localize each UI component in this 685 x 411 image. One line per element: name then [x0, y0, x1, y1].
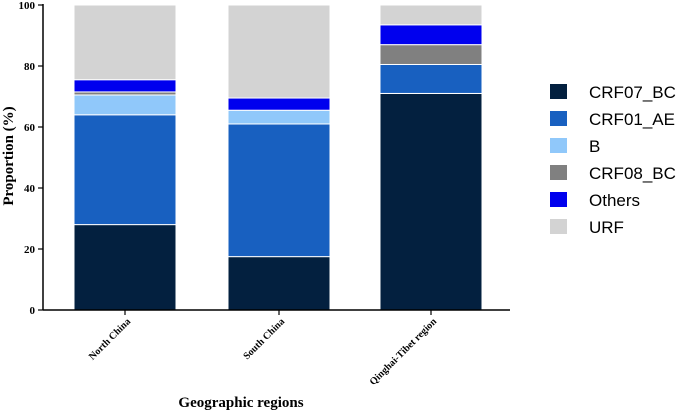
legend-label: B: [589, 137, 600, 156]
bar-segment-urf-1: [227, 4, 331, 99]
bar-segment-crf01-ae-2: [379, 63, 483, 94]
bar-segment-crf07-bc-1: [227, 256, 331, 311]
bars-group: [73, 4, 483, 311]
legend-label: CRF08_BC: [589, 164, 676, 183]
bar-segment-crf08-bc-2: [379, 44, 483, 65]
x-axis-title: Geographic regions: [178, 395, 303, 411]
bar-segment-crf01-ae-0: [73, 114, 177, 226]
legend-swatch-crf01-ae: [550, 111, 567, 126]
y-tick-label: 60: [24, 122, 36, 134]
legend-label: URF: [589, 218, 624, 237]
bar-segment-crf01-ae-1: [227, 123, 331, 258]
legend-swatch-others: [550, 192, 567, 207]
legend: CRF07_BC CRF01_AE B CRF08_BC Others URF: [550, 83, 676, 237]
bar-segment-others-1: [227, 97, 331, 111]
bar-segment-urf-2: [379, 4, 483, 26]
axes-group: [42, 4, 510, 311]
y-axis-title: Proportion (%): [1, 106, 17, 205]
legend-label: Others: [589, 191, 640, 210]
legend-swatch-b: [550, 138, 567, 153]
legend-swatch-urf: [550, 219, 567, 234]
bar-segment-crf07-bc-0: [73, 224, 177, 311]
bar-segment-b-0: [73, 94, 177, 116]
bar-segment-b-1: [227, 109, 331, 125]
category-labels-group: North China South China Qinghai-Tibet regi…: [87, 310, 439, 388]
bar-segment-urf-0: [73, 4, 177, 81]
x-category-label: Qinghai-Tibet region: [368, 316, 440, 388]
legend-label: CRF01_AE: [589, 110, 675, 129]
y-tick-label: 20: [24, 244, 36, 256]
y-tick-label: 40: [24, 183, 36, 195]
legend-swatch-crf07-bc: [550, 84, 567, 99]
y-ticks-group: 0 20 40 60 80 100: [19, 0, 43, 317]
x-category-label: South China: [241, 316, 287, 362]
bar-segment-others-2: [379, 24, 483, 46]
bar-segment-crf07-bc-2: [379, 92, 483, 311]
y-tick-label: 100: [19, 0, 36, 12]
bar-segment-others-0: [73, 79, 177, 93]
legend-label: CRF07_BC: [589, 83, 676, 102]
x-category-label: North China: [87, 316, 133, 362]
legend-swatch-crf08-bc: [550, 165, 567, 180]
y-tick-label: 80: [24, 61, 36, 73]
y-tick-label: 0: [30, 305, 36, 317]
